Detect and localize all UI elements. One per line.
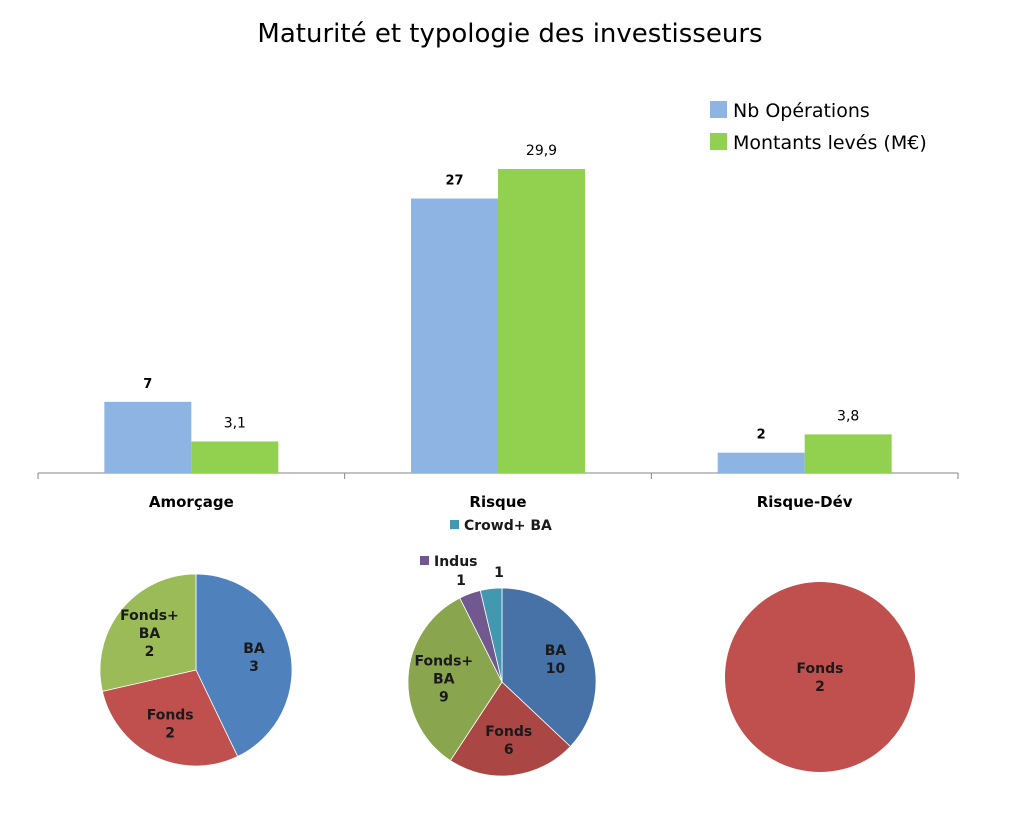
legend-swatch-montants-leves	[710, 133, 727, 150]
pie-charts: BA 3 Fonds 2 Fonds+ BA 2 BA 10 Fonds 6 Fonds+ BA 9 Ind…	[99, 518, 915, 777]
bar-nb-operations	[104, 401, 192, 473]
pie-slice-value: 9	[439, 690, 449, 706]
pie-slice-value: 3	[249, 659, 259, 675]
data-label-nb-operations: 2	[757, 428, 766, 443]
bar-montants-leves	[191, 441, 279, 473]
chart-title: Maturité et typologie des investisseurs	[257, 19, 762, 49]
bar-nb-operations	[717, 452, 805, 473]
data-label-montants-leves: 29,9	[526, 143, 557, 159]
bar-montants-leves	[804, 434, 892, 473]
pie-label-swatch	[450, 520, 459, 529]
pie-slice-label: Fonds 6	[485, 724, 532, 758]
pie-chart-1: BA 3 Fonds 2 Fonds+ BA 2	[99, 573, 293, 767]
pie-chart-2: BA 10 Fonds 6 Fonds+ BA 9 Indus 1 Crowd+ BA 1	[407, 518, 597, 777]
category-label: Amorçage	[149, 493, 234, 511]
legend-swatch-nb-operations	[710, 101, 727, 118]
pie-slice-label: Fonds+ BA 9	[414, 654, 473, 706]
data-label-nb-operations: 7	[143, 377, 152, 392]
legend-label-montants-leves: Montants levés (M€)	[733, 132, 927, 154]
pie-slice-label: Fonds 2	[147, 708, 194, 742]
pie-slice-fonds	[449, 681, 571, 777]
pie-slice-fonds	[725, 582, 915, 772]
pie-slice-ba	[195, 573, 293, 758]
pie-slice-label: Fonds 2	[797, 661, 844, 695]
bar-nb-operations	[411, 198, 498, 473]
pie-slice-value: 10	[546, 661, 566, 677]
pie-slice-fonds-ba	[99, 573, 197, 692]
bar-chart: 7 3,1 Amorçage 27 29,9 Risque 2 3,8 Risque-Dév	[37, 143, 959, 511]
data-label-montants-leves: 3,1	[224, 415, 246, 431]
pie-slice-value: 2	[165, 726, 175, 742]
data-label-nb-operations: 27	[445, 174, 463, 189]
legend: Nb Opérations Montants levés (M€)	[710, 100, 927, 154]
pie-slice-label: BA 10	[545, 643, 567, 677]
bar-montants-leves	[498, 169, 585, 473]
pie-slice-ba	[501, 587, 597, 748]
pie-slice-value: 6	[504, 742, 514, 758]
pie-slice-value: 2	[145, 644, 155, 660]
pie-label-name: Indus	[434, 554, 478, 570]
pie-label-value: 1	[456, 573, 466, 589]
pie-slice-crowd-ba	[479, 587, 503, 683]
data-label-montants-leves: 3,8	[837, 408, 859, 424]
pie-slice-value: 2	[815, 679, 825, 695]
category-label: Risque-Dév	[757, 493, 853, 511]
pie-slice-fonds	[101, 669, 239, 767]
pie-label-name: Crowd+ BA	[464, 518, 552, 534]
pie-slice-label: BA 3	[243, 641, 265, 675]
pie-chart-3: Fonds 2	[725, 582, 915, 772]
category-label: Risque	[469, 493, 526, 511]
pie-label-value: 1	[494, 565, 504, 581]
legend-label-nb-operations: Nb Opérations	[733, 100, 870, 122]
pie-slice-label: Fonds+ BA 2	[120, 608, 179, 660]
pie-label-swatch	[420, 556, 429, 565]
pie-slice-fonds-ba	[407, 597, 503, 762]
